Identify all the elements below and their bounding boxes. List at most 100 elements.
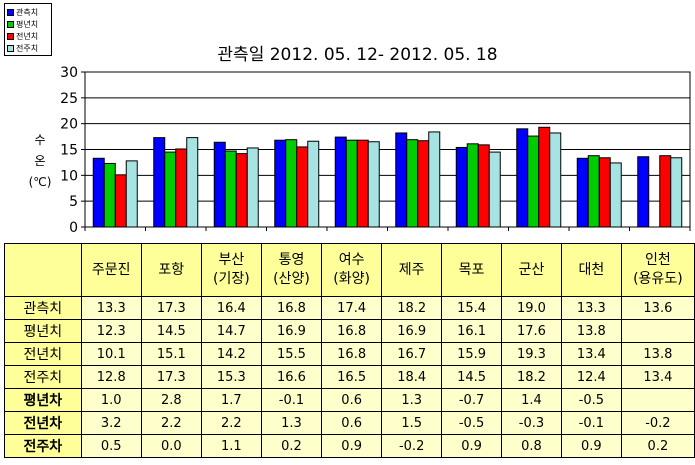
bar-2-5 — [345, 139, 358, 228]
table-cell: 13.3 — [80, 296, 142, 320]
bar-2-8 — [527, 135, 540, 228]
table-cell: 16.7 — [381, 342, 443, 366]
bar-2-3 — [224, 150, 237, 228]
table-header-cell: 인천 (용유도) — [620, 243, 695, 297]
table-header-cell: 통영 (산양) — [260, 243, 323, 297]
table-header-cell: 주문진 — [80, 243, 142, 297]
table-row-label: 평년차 — [4, 388, 82, 412]
y-axis-label-line-1: 수 — [34, 133, 46, 147]
table-cell: 0.9 — [321, 434, 383, 458]
bar-1-5 — [334, 136, 347, 228]
table-cell: 17.3 — [140, 296, 202, 320]
table-cell: 10.1 — [80, 342, 142, 366]
table-header-cell: 제주 — [381, 243, 443, 297]
bar-3-1 — [114, 174, 127, 228]
table-header-cell: 군산 — [501, 243, 562, 297]
y-tick-label: 30 — [60, 65, 78, 81]
bar-2-6 — [406, 139, 419, 228]
bar-1-10 — [637, 156, 650, 228]
bar-chart: 0 5 10 15 20 25 30 — [60, 65, 691, 236]
table-cell: 3.2 — [80, 411, 142, 435]
y-axis-label-line-3: (℃) — [28, 175, 52, 189]
table-row-label: 전년치 — [4, 342, 82, 366]
y-tick-label: 10 — [60, 168, 78, 184]
table-cell: 16.1 — [441, 319, 502, 343]
table-cell: 15.9 — [441, 342, 502, 366]
legend-swatch-last-year — [7, 32, 14, 40]
bar-4-8 — [549, 132, 562, 228]
legend-label-observed: 관측치 — [16, 7, 39, 17]
table-cell: 16.4 — [200, 296, 262, 320]
bar-3-4 — [296, 146, 309, 228]
data-table: 주문진 포항 부산 (기장) 통영 (산양) 여수 (화양) 제주 목포 군산 대천 인천 (용유도) 관측… — [4, 243, 695, 458]
table-cell: 19.3 — [501, 342, 562, 366]
y-axis-label-line-2: 온 — [34, 154, 46, 168]
table-cell: 12.3 — [80, 319, 142, 343]
table-row: 전년치 10.1 15.1 14.2 15.5 16.8 16.7 15.9 19.3 13.4 1… — [4, 342, 695, 366]
table-row-label: 전주치 — [4, 365, 82, 389]
table-header-cell: 목포 — [441, 243, 502, 297]
table-cell: 13.6 — [620, 296, 695, 320]
table-cell: 16.5 — [321, 365, 383, 389]
bar-1-2 — [153, 137, 166, 228]
table-header-row: 주문진 포항 부산 (기장) 통영 (산양) 여수 (화양) 제주 목포 군산 대천 인천 (용유도) — [4, 243, 695, 297]
y-tick-label: 15 — [60, 143, 78, 159]
table-header-cell: 부산 (기장) — [200, 243, 262, 297]
bar-3-10 — [659, 155, 672, 228]
legend-label-last-year: 전년치 — [16, 31, 39, 41]
bar-4-9 — [609, 162, 622, 228]
table-header-cell: 포항 — [140, 243, 202, 297]
table-cell: 0.6 — [321, 388, 383, 412]
table-cell: 16.8 — [321, 319, 383, 343]
bar-4-6 — [428, 131, 441, 228]
bar-1-3 — [213, 141, 226, 228]
table-cell: 15.4 — [441, 296, 502, 320]
table-row: 평년차 1.0 2.8 1.7 -0.1 0.6 1.3 -0.7 1.4 -0.5 — [4, 388, 695, 412]
bar-4-3 — [246, 147, 259, 228]
bar-4-10 — [670, 157, 683, 228]
table-row-label: 전년차 — [4, 411, 82, 435]
table-cell: 14.5 — [140, 319, 202, 343]
table-cell: 1.3 — [381, 388, 443, 412]
table-cell: -0.1 — [260, 388, 323, 412]
bar-2-2 — [164, 151, 177, 228]
table-cell: -0.7 — [441, 388, 502, 412]
bar-3-8 — [538, 126, 551, 228]
table-header-cell: 여수 (화양) — [321, 243, 383, 297]
table-row: 관측치 13.3 17.3 16.4 16.8 17.4 18.2 15.4 19.0 13.3 1… — [4, 296, 695, 320]
table-cell: 13.8 — [620, 342, 695, 366]
table-cell: 2.2 — [140, 411, 202, 435]
table-cell: 15.1 — [140, 342, 202, 366]
table-cell: 0.9 — [560, 434, 622, 458]
legend-item-last-week: 전주치 — [7, 42, 49, 54]
legend-item-observed: 관측치 — [7, 6, 49, 18]
table-cell: 13.4 — [560, 342, 622, 366]
legend-swatch-last-week — [7, 44, 14, 52]
table-cell: 2.2 — [200, 411, 262, 435]
chart-legend: 관측치 평년치 전년치 전주치 — [4, 3, 52, 56]
table-cell — [620, 319, 695, 343]
bar-3-3 — [235, 153, 248, 228]
table-cell: 0.6 — [321, 411, 383, 435]
legend-item-normal: 평년치 — [7, 18, 49, 30]
table-cell: 1.7 — [200, 388, 262, 412]
table-cell: 14.7 — [200, 319, 262, 343]
table-cell: 2.8 — [140, 388, 202, 412]
table-cell: 16.6 — [260, 365, 323, 389]
table-cell: 14.2 — [200, 342, 262, 366]
bar-4-7 — [488, 151, 501, 228]
y-tick-label: 25 — [60, 91, 78, 107]
bar-2-7 — [466, 143, 479, 228]
table-cell: 19.0 — [501, 296, 562, 320]
legend-swatch-observed — [7, 8, 14, 16]
bar-4-2 — [186, 137, 199, 228]
bar-3-5 — [356, 139, 369, 228]
y-tick-label: 20 — [60, 117, 78, 133]
table-cell: 18.4 — [381, 365, 443, 389]
table-cell: 0.5 — [80, 434, 142, 458]
bar-3-7 — [477, 144, 490, 228]
table-cell: 0.0 — [140, 434, 202, 458]
legend-label-last-week: 전주치 — [16, 43, 39, 53]
table-cell: 13.8 — [560, 319, 622, 343]
table-cell: 1.4 — [501, 388, 562, 412]
